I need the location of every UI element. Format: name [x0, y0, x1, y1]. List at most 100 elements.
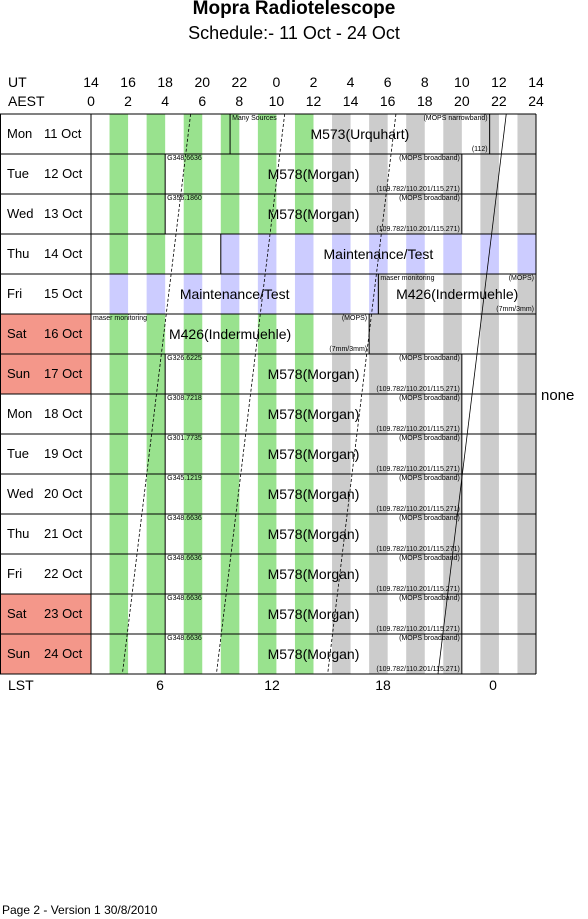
schedule-block-labels: M578(Morgan) G348.6636 (MOPS broadband) (10…	[165, 154, 462, 194]
hour-stripe	[443, 354, 462, 394]
block-source: G348.6636	[167, 555, 202, 562]
hour-stripe	[183, 194, 203, 234]
hour-stripe	[406, 634, 425, 674]
hour-stripe	[369, 554, 388, 594]
block-backend: (MOPS broadband)	[399, 435, 460, 442]
aest-tick: 12	[305, 93, 322, 109]
maintenance-stripe	[332, 274, 351, 314]
hour-stripe	[294, 634, 314, 674]
day-of-week: Tue	[7, 166, 29, 181]
maintenance-stripe	[183, 274, 203, 314]
schedule-block-labels: M578(Morgan) G356.1860 (MOPS broadband) (10…	[165, 194, 462, 234]
hour-stripe	[294, 434, 314, 474]
page-footer: Page 2 - Version 1 30/8/2010	[2, 903, 158, 917]
hour-stripe	[146, 394, 166, 434]
lst-line	[361, 353, 368, 395]
hour-stripe	[294, 114, 314, 154]
hour-stripe	[146, 314, 166, 354]
hour-stripe	[517, 194, 536, 234]
lst-line	[141, 473, 148, 515]
hour-stripe	[220, 354, 240, 394]
day-label: Sat 23 Oct	[0, 594, 91, 634]
block-source: G348.6636	[167, 595, 202, 602]
hour-stripe	[406, 194, 425, 234]
lst-line	[496, 153, 502, 195]
day-label: Mon 18 Oct	[0, 394, 91, 434]
block-source: G348.6636	[167, 155, 202, 162]
hour-stripe	[257, 434, 277, 474]
ut-tick: 8	[420, 74, 429, 90]
hour-stripe	[480, 514, 499, 554]
lst-line	[356, 393, 363, 435]
hour-stripe	[332, 114, 351, 154]
schedule-block-labels: M578(Morgan) G345.1219 (MOPS broadband) (10…	[165, 474, 462, 514]
block-backend: (MOPS narrowband)	[423, 115, 488, 122]
day-label: Tue 12 Oct	[0, 154, 91, 194]
hour-stripe	[183, 554, 203, 594]
hour-stripe	[443, 154, 462, 194]
lst-line	[327, 633, 333, 675]
lst-axis-label: LST	[8, 677, 34, 693]
maintenance-stripe	[517, 234, 536, 274]
hour-stripe	[109, 354, 129, 394]
hour-stripe	[109, 554, 129, 594]
lst-line	[165, 273, 172, 315]
hour-stripe	[332, 474, 351, 514]
maintenance-stripe	[480, 234, 499, 274]
hour-stripe	[369, 114, 388, 154]
lst-line	[491, 193, 497, 235]
block-frequencies: (109.782/110.201/115.271)	[376, 586, 460, 593]
hour-stripe	[257, 394, 277, 434]
hour-stripe	[257, 474, 277, 514]
block-title: M426(Indermuehle)	[168, 326, 292, 342]
weekend-cell	[0, 354, 91, 394]
hour-stripe	[406, 594, 425, 634]
hour-stripe	[294, 354, 314, 394]
weekend-cell	[0, 314, 91, 354]
hour-stripe	[257, 114, 277, 154]
hour-stripe	[294, 314, 314, 354]
lst-line	[175, 193, 182, 235]
lst-line	[185, 113, 192, 155]
schedule-block-labels: M426(Indermuehle) maser monitoring (MOPS) (…	[91, 314, 369, 354]
hour-stripe	[443, 474, 462, 514]
block-frequencies: (109.782/110.201/115.271)	[376, 186, 460, 193]
hour-stripe	[220, 474, 240, 514]
block-title: M578(Morgan)	[267, 166, 360, 182]
ut-tick: 0	[272, 74, 281, 90]
hour-stripe	[443, 394, 462, 434]
block-title: M578(Morgan)	[267, 406, 360, 422]
hour-stripe	[257, 354, 277, 394]
hour-stripe	[183, 114, 203, 154]
block-frequencies: (109.782/110.201/115.271)	[376, 666, 460, 673]
block-frequencies: (7mm/3mm)	[496, 306, 534, 313]
hour-stripe	[109, 594, 129, 634]
hour-stripe	[406, 354, 425, 394]
aest-tick: 4	[161, 93, 170, 109]
lst-line	[437, 633, 444, 675]
hour-stripe	[183, 634, 203, 674]
hour-stripe	[517, 634, 536, 674]
ut-tick: 10	[454, 74, 470, 90]
block-frequencies: (109.782/110.201/115.271)	[376, 226, 460, 233]
hour-stripe	[183, 514, 203, 554]
aest-tick: 14	[342, 93, 359, 109]
aest-tick: 18	[416, 93, 433, 109]
hour-stripe	[183, 394, 203, 434]
day-of-week: Thu	[7, 246, 30, 261]
lst-line	[366, 313, 372, 355]
day-label: Tue 19 Oct	[0, 434, 91, 474]
block-frequencies: (109.782/110.201/115.271)	[376, 426, 460, 433]
block-title: M573(Urquhart)	[310, 126, 410, 142]
hour-stripe	[109, 194, 129, 234]
ut-tick: 6	[383, 74, 392, 90]
hour-stripe	[443, 514, 462, 554]
lst-line	[269, 193, 276, 235]
hour-stripe	[294, 554, 314, 594]
block-frequencies: (109.782/110.201/115.271)	[376, 626, 460, 633]
lst-line	[346, 473, 353, 515]
schedule-block-labels: Maintenance/Test	[91, 274, 378, 314]
block-source: maser monitoring	[93, 315, 148, 322]
maintenance-stripe	[257, 234, 277, 274]
hour-stripe	[332, 634, 351, 674]
